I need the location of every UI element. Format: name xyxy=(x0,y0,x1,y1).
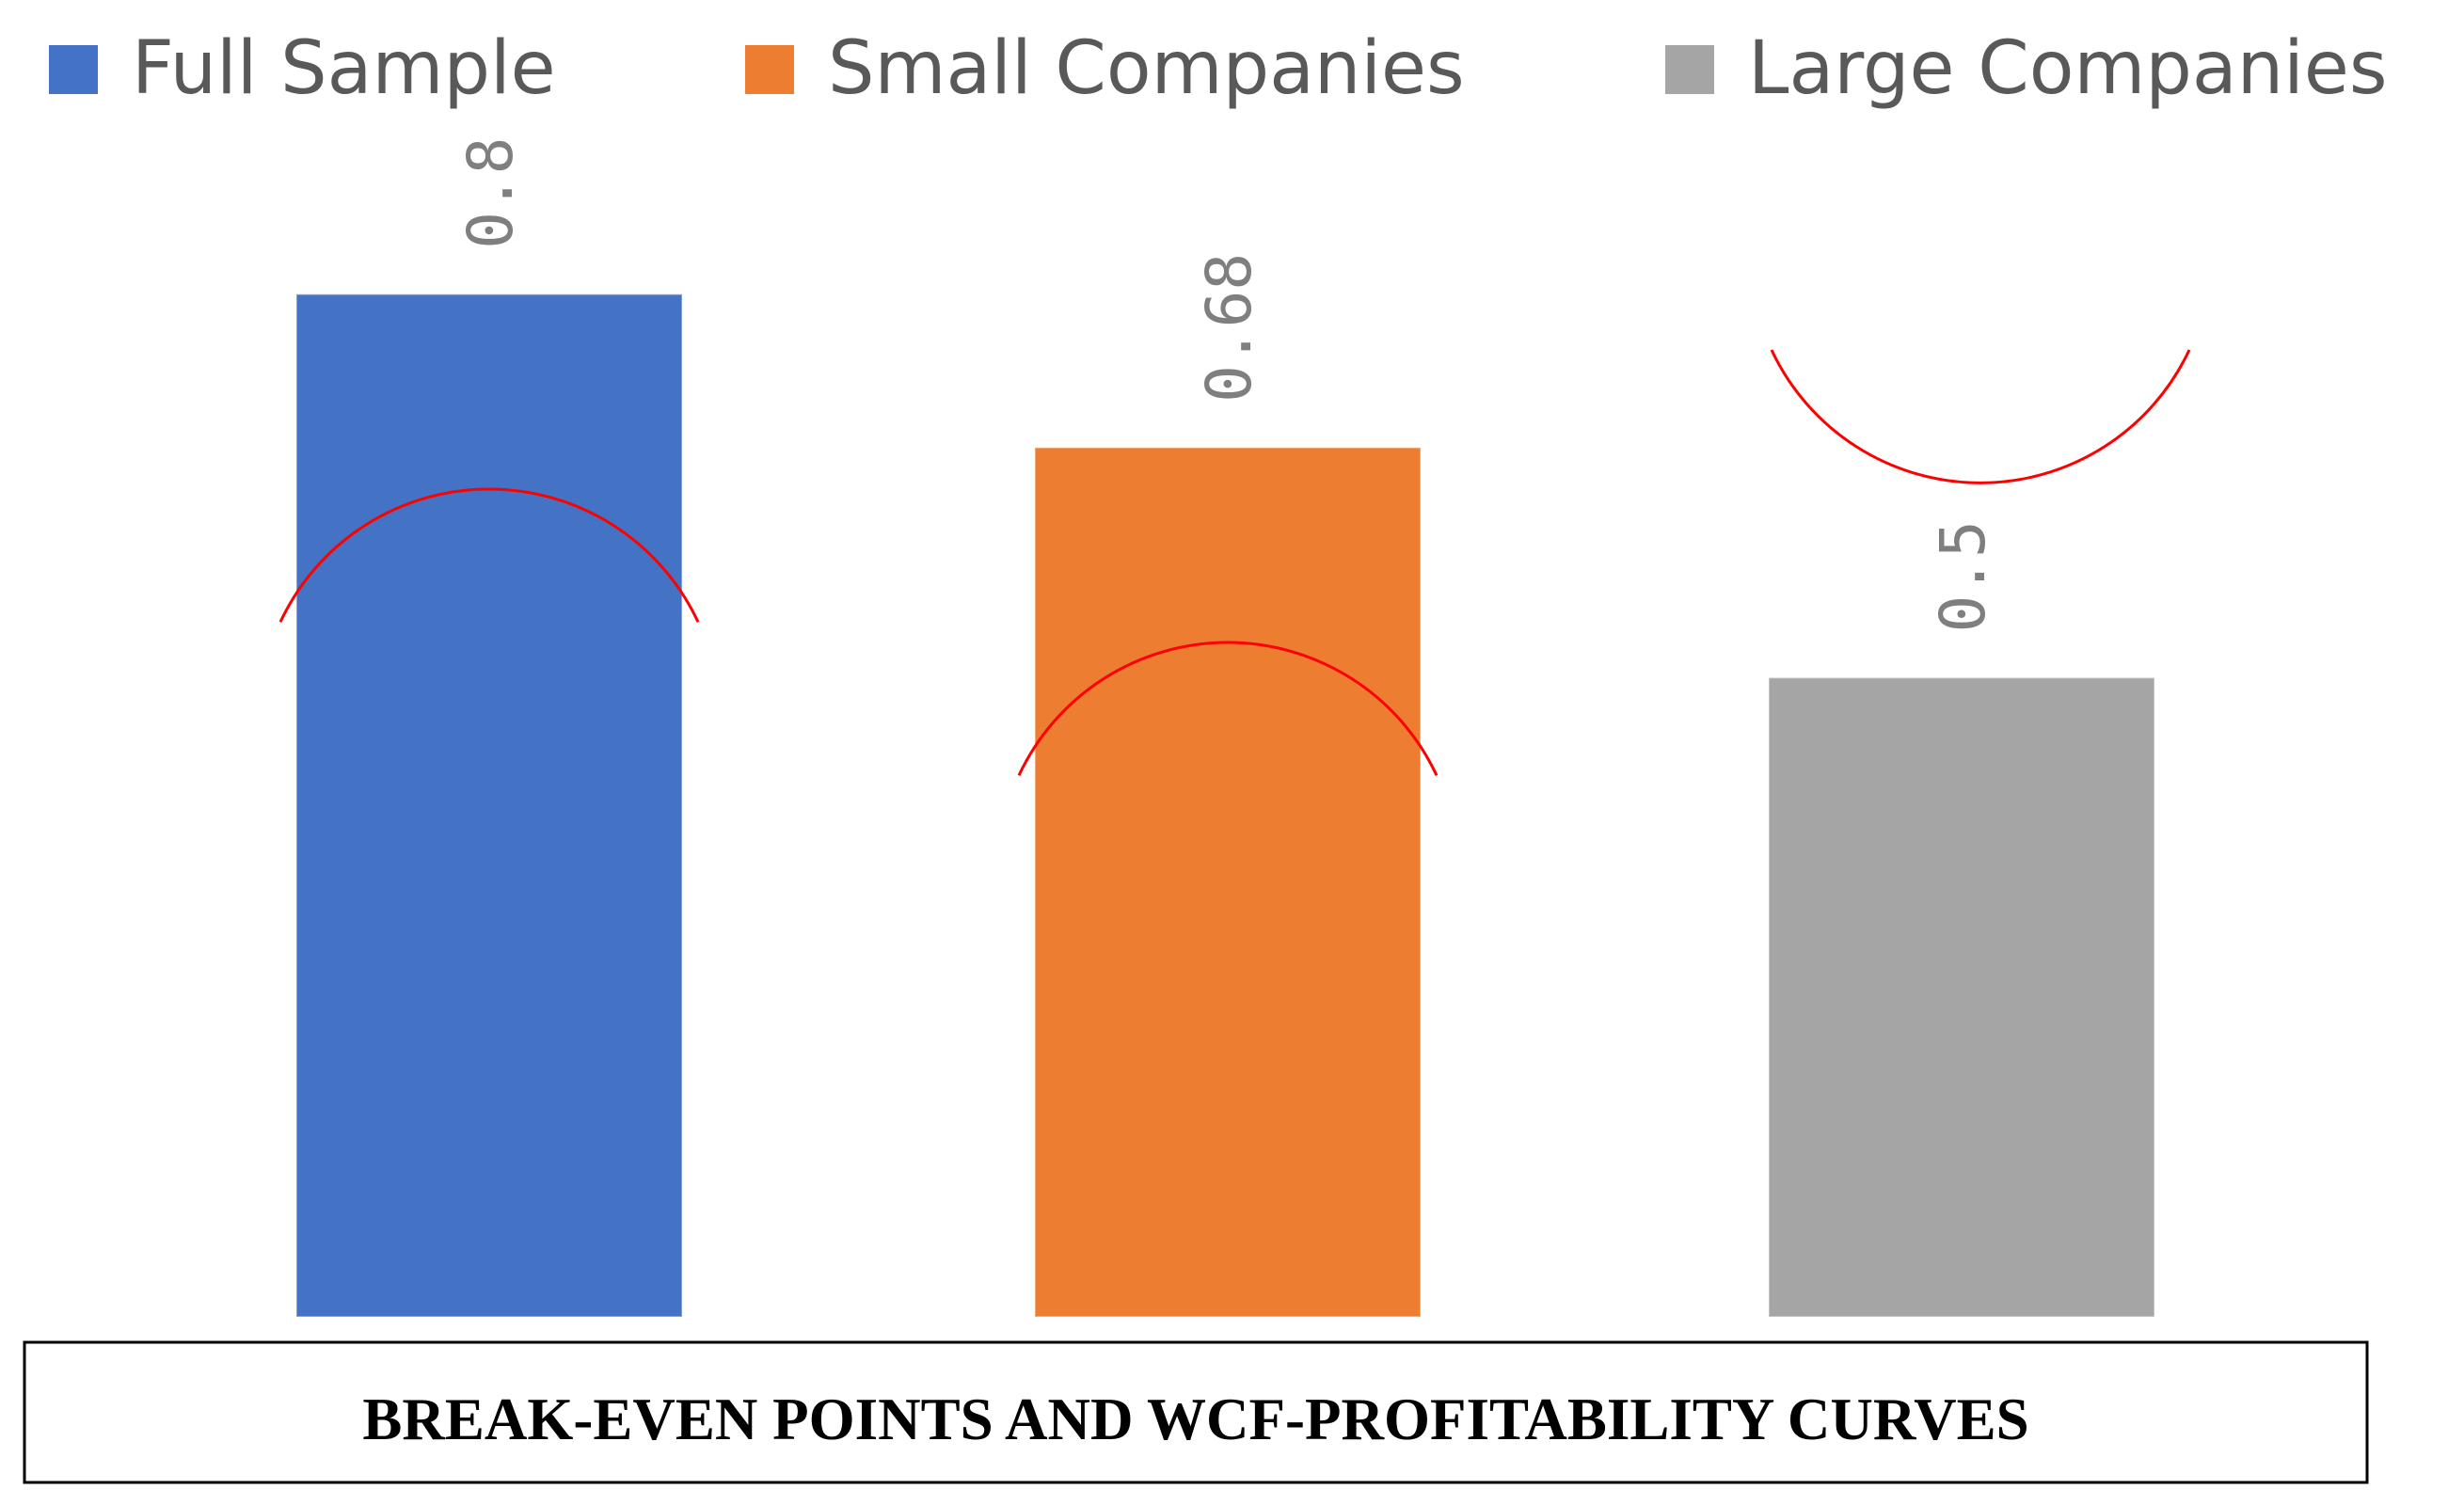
chart-title: BREAK-EVEN POINTS AND WCF-PROFITABILITY … xyxy=(362,1386,2028,1452)
legend-swatch-small-companies xyxy=(745,45,794,94)
wcf-profitability-curves xyxy=(278,349,2191,777)
legend-swatch-large-companies xyxy=(1665,45,1714,94)
curve-large-companies xyxy=(1770,349,2191,484)
bar-small-companies xyxy=(1034,446,1422,1318)
value-label-small-companies: 0.68 xyxy=(1193,253,1265,403)
value-labels: 0.8 0.68 0.5 xyxy=(454,137,1999,633)
legend-label-large-companies: Large Companies xyxy=(1748,26,2387,111)
curve-full-sample xyxy=(278,487,700,623)
legend-label-small-companies: Small Companies xyxy=(828,26,1465,111)
legend: Full Sample Small Companies Large Companie… xyxy=(49,26,2387,111)
bars xyxy=(295,293,2155,1318)
bar-large-companies xyxy=(1768,676,2155,1318)
value-label-large-companies: 0.5 xyxy=(1927,520,1999,632)
bar-full-sample xyxy=(295,293,683,1318)
curve-small-companies xyxy=(1017,641,1439,777)
title-box xyxy=(23,1340,2369,1484)
value-label-full-sample: 0.8 xyxy=(454,137,527,249)
legend-swatch-full-sample xyxy=(49,45,98,94)
legend-label-full-sample: Full Sample xyxy=(132,26,556,111)
